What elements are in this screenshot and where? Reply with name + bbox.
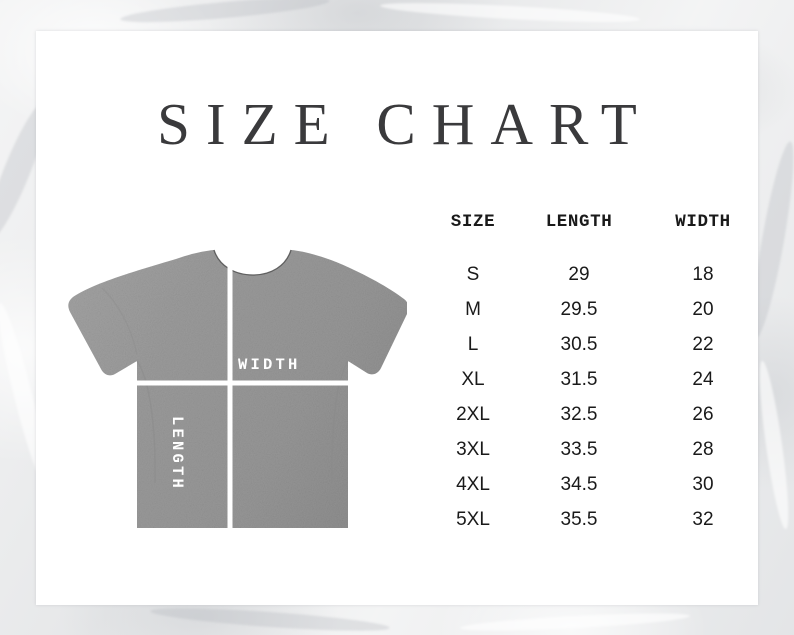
measurement-guides (137, 228, 407, 528)
cell-width: 24 (692, 369, 714, 390)
cell-width: 18 (692, 264, 714, 285)
cell-width: 28 (692, 439, 714, 460)
cell-size: 2XL (456, 404, 490, 425)
table-row: L 30.5 22 (427, 327, 767, 362)
cell-size: L (467, 334, 479, 355)
cell-length: 32.5 (560, 404, 598, 425)
length-measure-label: LENGTH (168, 416, 186, 492)
table-row: 2XL 32.5 26 (427, 397, 767, 432)
marble-vein (459, 609, 691, 635)
neckline (213, 249, 292, 276)
table-row: M 29.5 20 (427, 292, 767, 327)
cell-length: 29 (568, 264, 590, 285)
page-title: SIZE CHART (157, 91, 653, 157)
size-chart-card: SIZE CHART (36, 31, 758, 605)
cell-width: 20 (692, 299, 714, 320)
cell-length: 30.5 (560, 334, 598, 355)
cell-size: 5XL (456, 509, 490, 530)
cell-length: 29.5 (560, 299, 598, 320)
cell-width: 22 (692, 334, 714, 355)
marble-vein (119, 0, 331, 28)
cell-length: 33.5 (560, 439, 598, 460)
column-header-size: SIZE (450, 212, 496, 232)
table-row: S 29 18 (427, 257, 767, 292)
cell-size: XL (461, 369, 485, 390)
cell-length: 34.5 (560, 474, 598, 495)
cell-width: 26 (692, 404, 714, 425)
cell-size: M (465, 299, 481, 320)
column-header-length: LENGTH (545, 212, 613, 232)
column-header-width: WIDTH (675, 212, 731, 232)
table-row: 5XL 35.5 32 (427, 502, 767, 537)
size-table: SIZE LENGTH WIDTH S 29 18 M 29.5 20 L 30.5 22 XL 3… (427, 212, 767, 537)
cell-width: 30 (692, 474, 714, 495)
cell-size: S (466, 264, 480, 285)
table-header-row: SIZE LENGTH WIDTH (427, 212, 767, 257)
width-measure-label: WIDTH (238, 356, 301, 374)
tshirt-illustration (57, 228, 407, 528)
cell-length: 35.5 (560, 509, 598, 530)
table-row: XL 31.5 24 (427, 362, 767, 397)
cell-width: 32 (692, 509, 714, 530)
table-row: 3XL 33.5 28 (427, 432, 767, 467)
marble-vein (379, 0, 641, 26)
cell-size: 3XL (456, 439, 490, 460)
marble-vein (149, 603, 391, 635)
tshirt-shape (68, 250, 407, 528)
table-row: 4XL 34.5 30 (427, 467, 767, 502)
cell-length: 31.5 (560, 369, 598, 390)
cell-size: 4XL (456, 474, 490, 495)
